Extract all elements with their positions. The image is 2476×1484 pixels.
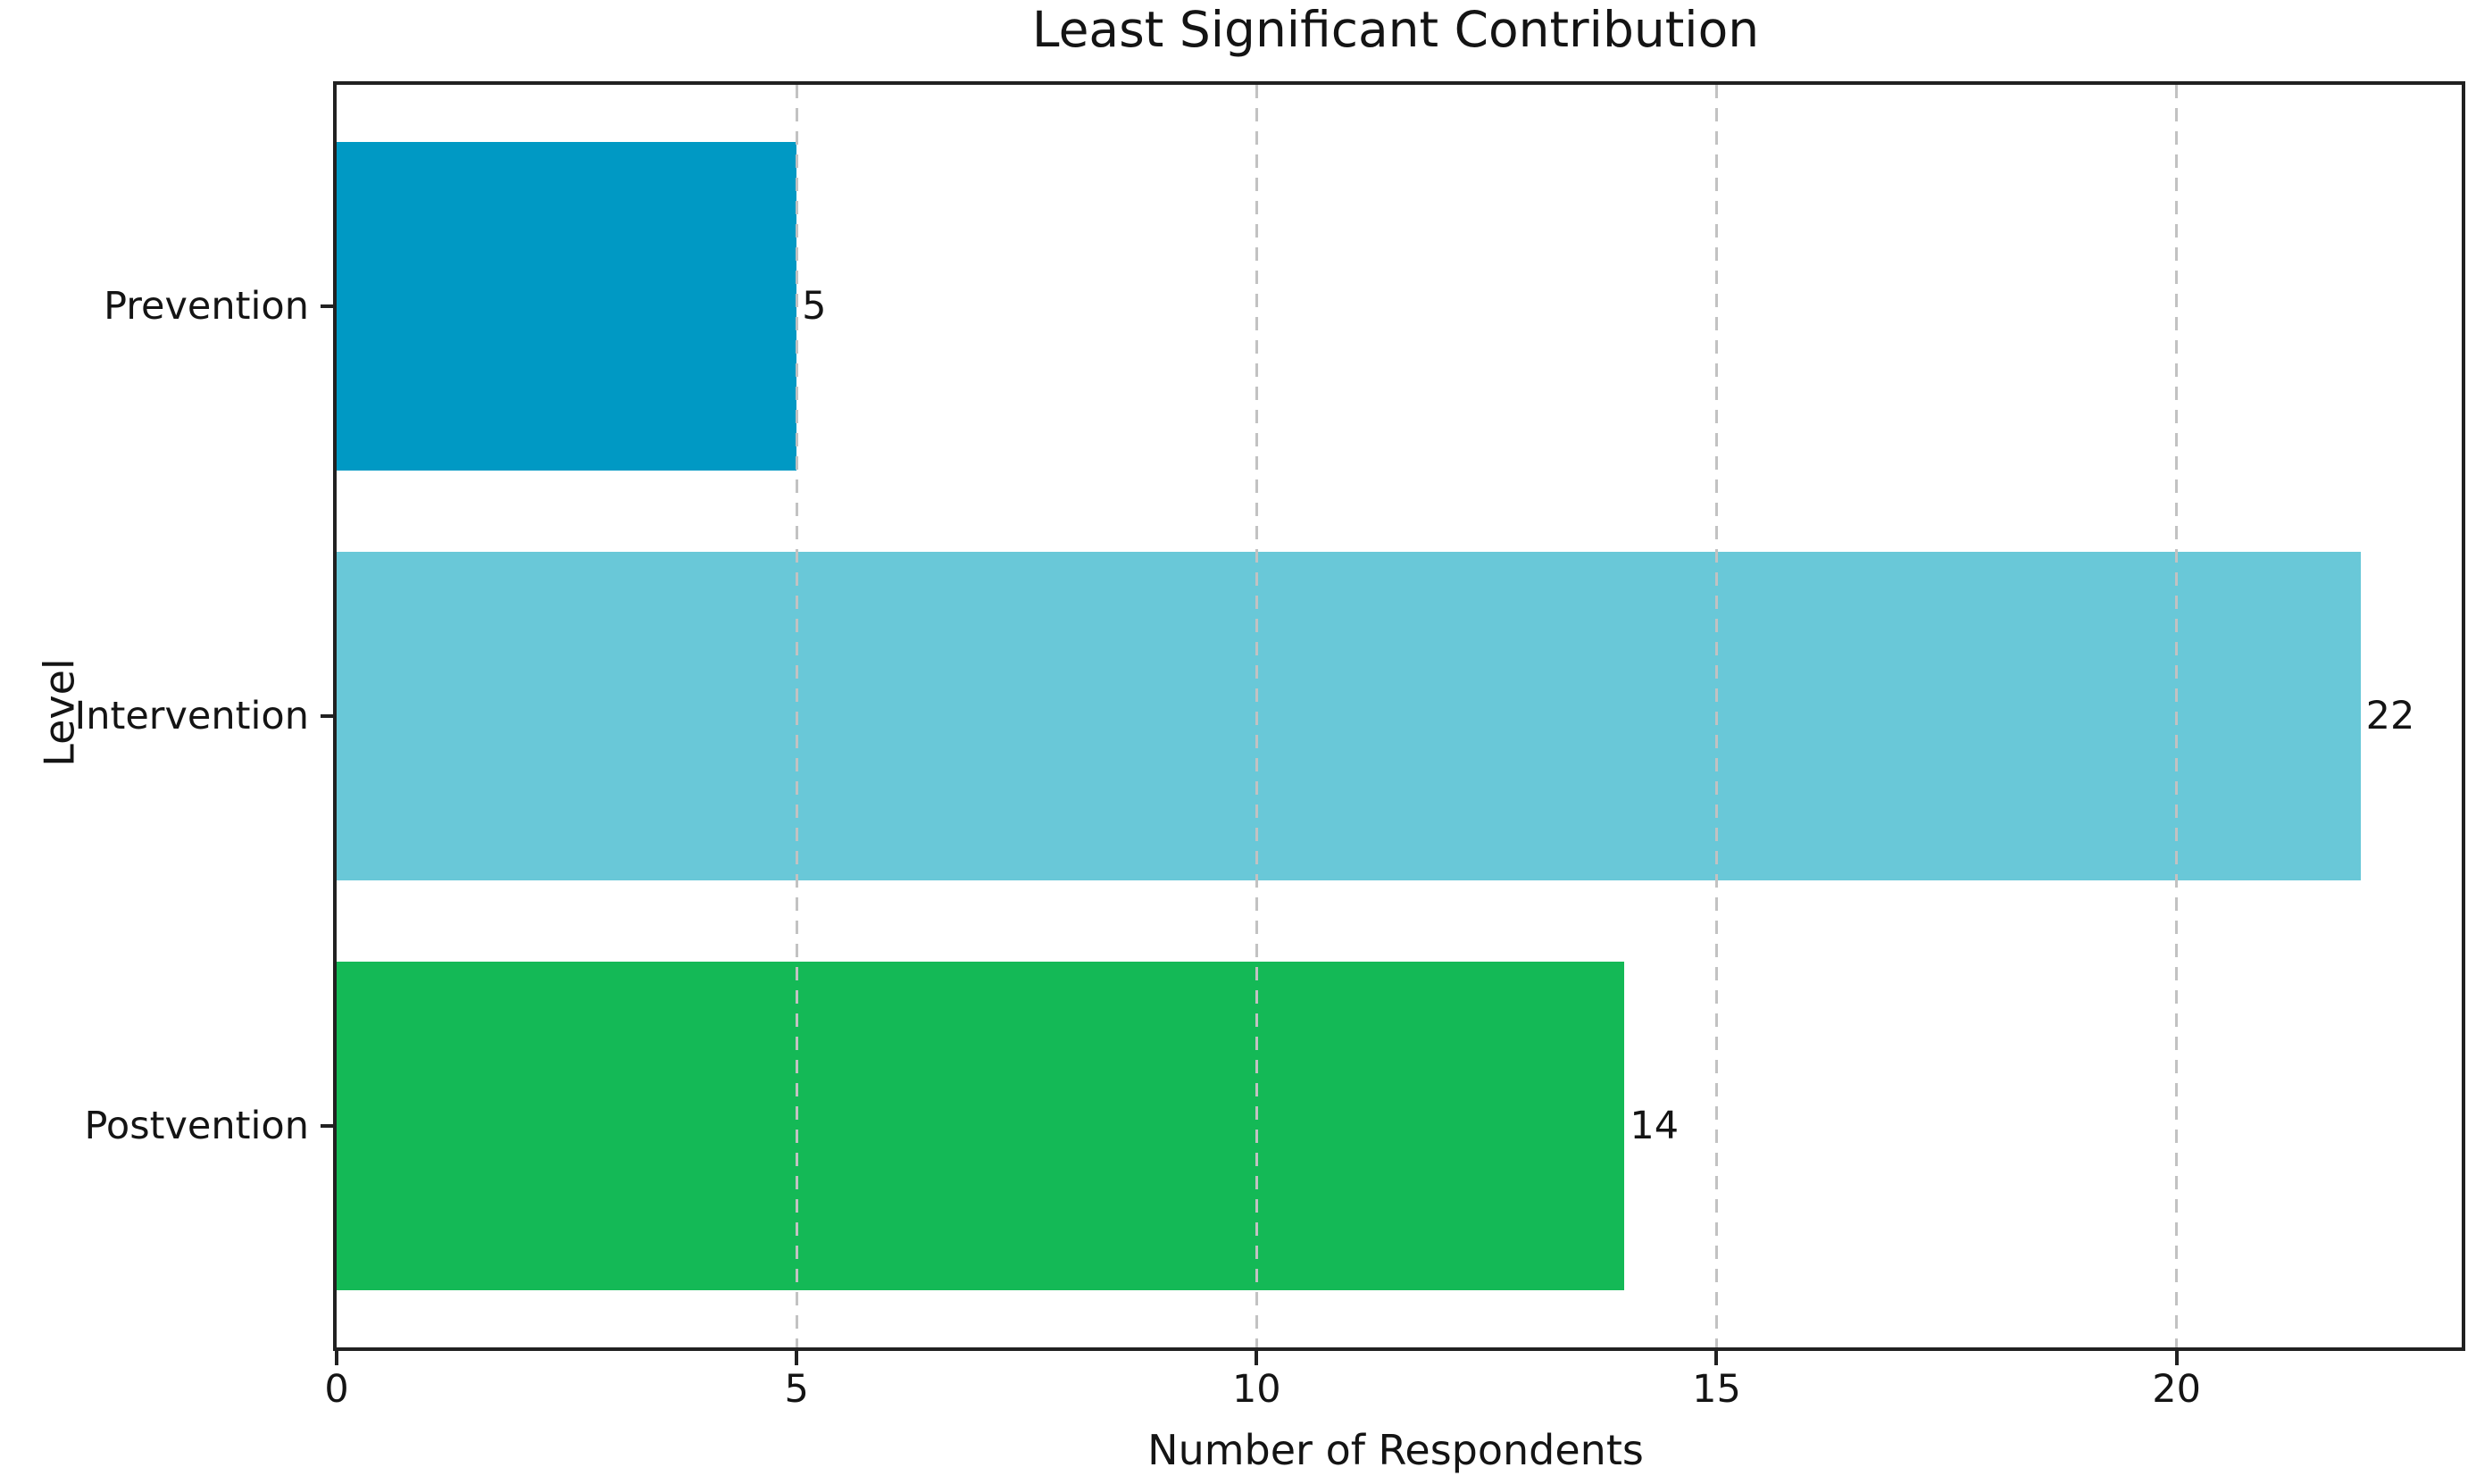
x-tick-mark (1255, 1347, 1259, 1365)
x-axis-label: Number of Respondents (1147, 1426, 1644, 1474)
y-tick-mark (321, 304, 335, 308)
y-tick-label-prevention: Prevention (104, 283, 309, 329)
x-tick-label-5: 5 (784, 1367, 809, 1412)
x-tick-label-20: 20 (2152, 1367, 2201, 1412)
y-tick-mark (321, 1124, 335, 1129)
x-tick-label-10: 10 (1231, 1367, 1281, 1412)
bar-value-label: 22 (2365, 694, 2415, 738)
x-tick-label-15: 15 (1692, 1367, 1741, 1412)
x-tick-label-0: 0 (324, 1367, 349, 1412)
bar-postvention (337, 962, 1625, 1290)
y-tick-mark (321, 714, 335, 718)
x-tick-mark (335, 1347, 338, 1365)
grid-line-x-5 (795, 85, 798, 1347)
x-tick-mark (795, 1347, 799, 1365)
grid-line-x-10 (1255, 85, 1258, 1347)
bar-value-label: 14 (1630, 1104, 1680, 1149)
y-tick-label-intervention: Intervention (74, 694, 309, 738)
y-tick-label-postvention: Postvention (84, 1104, 310, 1149)
bar-value-label: 5 (802, 283, 827, 329)
bar-prevention (337, 142, 797, 471)
x-tick-mark (1714, 1347, 1719, 1365)
chart-title: Least Significant Contribution (1031, 1, 1760, 58)
grid-line-x-15 (1714, 85, 1718, 1347)
grid-line-x-20 (2175, 85, 2179, 1347)
plot-area (333, 81, 2465, 1351)
bar-intervention (337, 552, 2361, 880)
x-tick-mark (2174, 1347, 2179, 1365)
